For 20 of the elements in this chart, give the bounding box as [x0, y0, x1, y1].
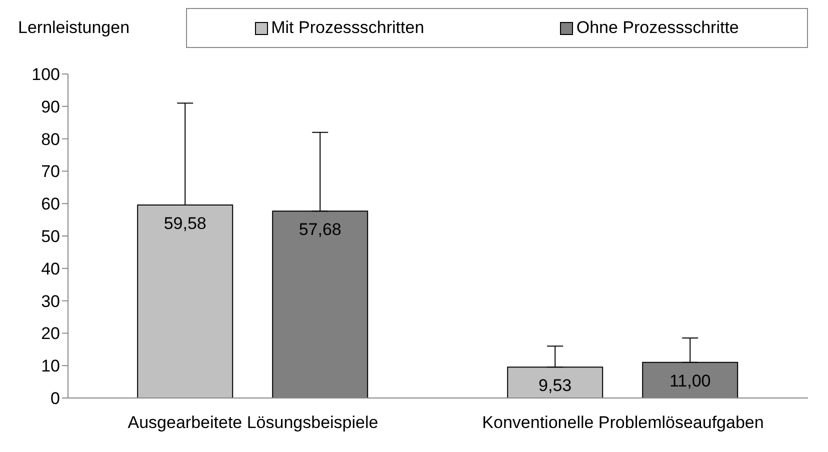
data-label: 11,00: [669, 371, 711, 390]
y-axis-title: Lernleistungen: [17, 18, 131, 38]
y-tick-label: 40: [41, 259, 60, 278]
y-tick-label: 60: [41, 194, 60, 214]
y-tick-label: 80: [41, 130, 60, 149]
y-tick-label: 50: [41, 227, 60, 246]
data-label: 57,68: [298, 220, 342, 240]
y-tick-label: 0: [50, 389, 60, 408]
y-tick-label: 20: [41, 324, 60, 344]
y-tick-label: 10: [41, 356, 60, 376]
x-tick-label: Ausgearbeitete Lösungsbeispiele: [128, 413, 378, 432]
legend-label: Mit Prozessschritten: [270, 18, 424, 38]
data-label: 9,53: [538, 376, 572, 396]
y-tick-label: 100: [32, 65, 60, 84]
data-label: 59,58: [164, 214, 206, 234]
x-tick-label: Konventionelle Problemlöseaufgaben: [482, 413, 764, 432]
y-tick-label: 90: [41, 97, 60, 116]
y-tick-label: 70: [41, 162, 60, 182]
legend-label: Ohne Prozessschritte: [575, 18, 739, 38]
y-tick-label: 30: [41, 292, 60, 311]
